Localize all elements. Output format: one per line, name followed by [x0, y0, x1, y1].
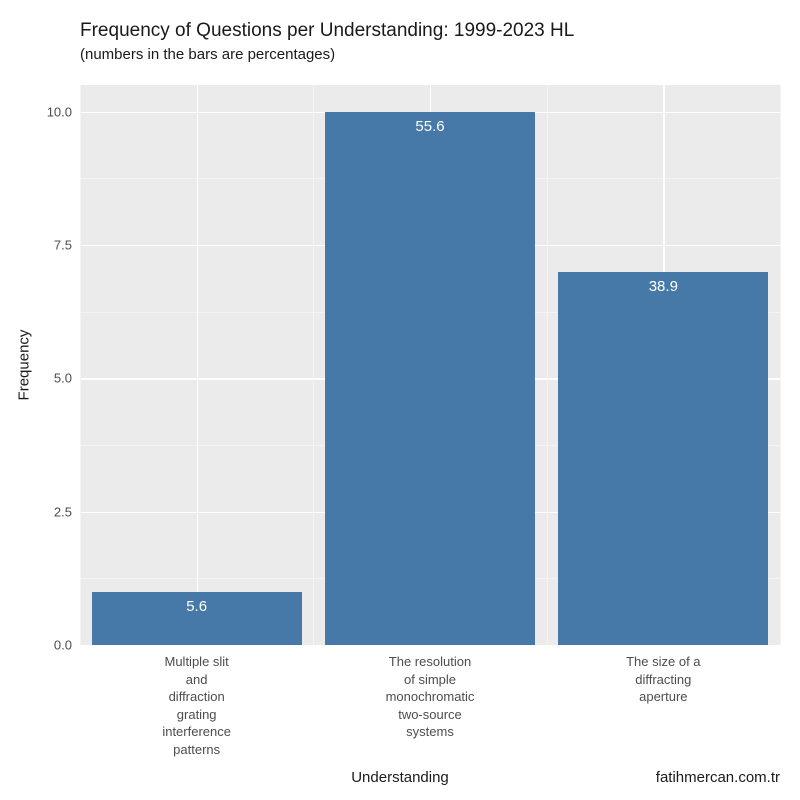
y-tick-label: 5.0	[54, 371, 80, 386]
bar: 55.6	[325, 112, 535, 645]
title-block: Frequency of Questions per Understanding…	[80, 20, 574, 63]
bar: 5.6	[92, 592, 302, 645]
y-tick-label: 2.5	[54, 504, 80, 519]
bar: 38.9	[558, 272, 768, 645]
grid-minor-v	[80, 85, 81, 645]
chart-subtitle: (numbers in the bars are percentages)	[80, 46, 574, 63]
x-tick-label: The resolution of simple monochromatic t…	[386, 645, 475, 741]
bar-value-label: 38.9	[558, 278, 768, 295]
y-tick-label: 7.5	[54, 238, 80, 253]
x-tick-label: The size of a diffracting aperture	[626, 645, 700, 706]
bar-value-label: 5.6	[92, 598, 302, 615]
y-axis-title: Frequency	[16, 330, 33, 401]
grid-minor-v	[780, 85, 781, 645]
y-tick-label: 10.0	[47, 104, 80, 119]
chart-caption: fatihmercan.com.tr	[656, 769, 780, 786]
x-tick-label: Multiple slit and diffraction grating in…	[162, 645, 231, 758]
chart-title: Frequency of Questions per Understanding…	[80, 20, 574, 42]
grid-minor-v	[313, 85, 314, 645]
plot-area: 0.02.55.07.510.05.6Multiple slit and dif…	[80, 85, 780, 645]
chart-container: Frequency of Questions per Understanding…	[0, 0, 800, 800]
grid-minor-v	[547, 85, 548, 645]
grid-major-v	[197, 85, 198, 645]
bar-value-label: 55.6	[325, 118, 535, 135]
x-axis-title: Understanding	[351, 769, 449, 786]
y-tick-label: 0.0	[54, 638, 80, 653]
